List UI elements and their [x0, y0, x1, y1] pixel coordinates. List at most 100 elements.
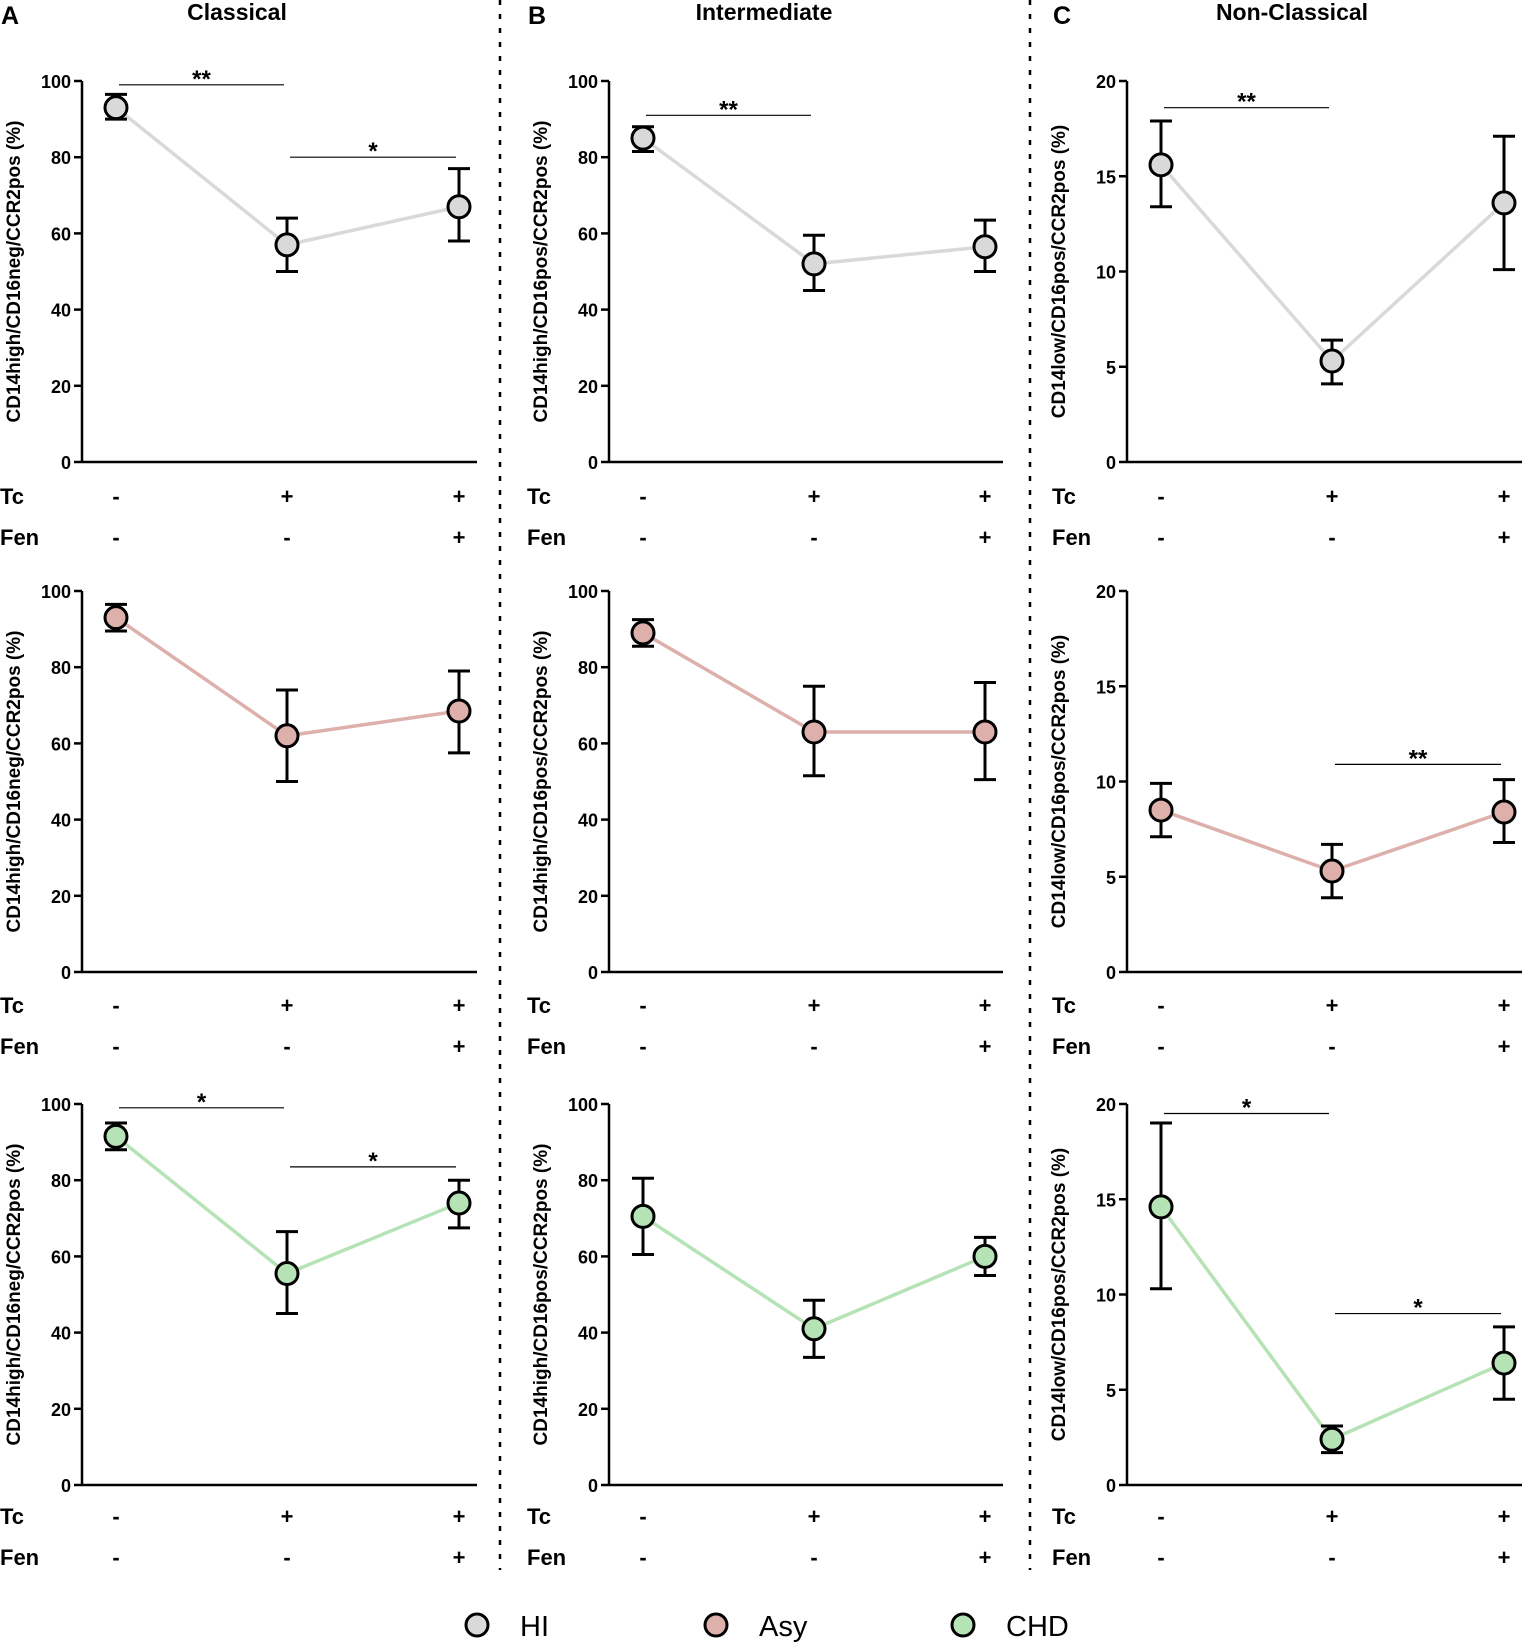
- y-tick-label: 100: [41, 1095, 71, 1115]
- column-title: Classical: [187, 0, 287, 25]
- y-tick-label: 20: [1096, 582, 1116, 602]
- fen-condition-mark: -: [810, 1545, 817, 1570]
- chart-panel-4: 0 20 40 60 80 100 CD14high/CD16neg/CCR2pos (%)…: [0, 582, 477, 1059]
- tc-condition-mark: -: [1157, 1504, 1164, 1529]
- y-axis-title: CD14high/CD16neg/CCR2pos (%): [4, 121, 25, 423]
- fen-row-label: Fen: [527, 525, 566, 550]
- fen-condition-mark: -: [1328, 1034, 1335, 1059]
- chart-panel-8: 0 20 40 60 80 100 CD14high/CD16pos/CCR2pos (%)…: [527, 1095, 1003, 1570]
- significance-label: **: [1409, 745, 1428, 772]
- y-tick-label: 100: [41, 72, 71, 92]
- fen-condition-mark: +: [1498, 1545, 1511, 1570]
- y-tick-label: 60: [51, 1247, 71, 1267]
- data-point: [801, 251, 827, 277]
- y-tick-label: 5: [1106, 868, 1116, 888]
- y-tick-label: 20: [578, 887, 598, 907]
- fen-condition-mark: -: [283, 525, 290, 550]
- series-line: [1159, 163, 1506, 364]
- tc-condition-mark: +: [979, 1504, 992, 1529]
- panels: ClassicalA020406080100CD14high/CD16neg/C…: [0, 0, 1522, 1570]
- fen-row-label: Fen: [1052, 1034, 1091, 1059]
- chart-panel-3: Non-Classical C 0 5 10 15 20 CD14low/CD16pos/CC…: [1049, 0, 1522, 550]
- y-tick-label: 15: [1096, 677, 1116, 697]
- chart-panel-5: 0 20 40 60 80 100 CD14high/CD16pos/CCR2pos (%)…: [527, 582, 1003, 1059]
- y-tick-label: 100: [568, 72, 598, 92]
- significance-label: **: [1237, 89, 1256, 116]
- chart-panel-1: Classical A 0 20 40 60 80 100 CD14high/CD16neg/C…: [0, 0, 477, 550]
- y-tick-label: 0: [1106, 963, 1116, 983]
- legend-marker-asy: [703, 1612, 729, 1638]
- tc-condition-mark: +: [453, 1504, 466, 1529]
- y-tick-label: 80: [578, 148, 598, 168]
- y-tick-label: 80: [51, 148, 71, 168]
- y-tick-label: 0: [61, 453, 71, 473]
- fen-row-label: Fen: [527, 1545, 566, 1570]
- data-point: [1491, 1350, 1517, 1376]
- data-point: [630, 620, 656, 646]
- tc-condition-mark: +: [281, 1504, 294, 1529]
- y-axis-title: CD14high/CD16pos/CCR2pos (%): [531, 631, 552, 933]
- fen-condition-mark: +: [1498, 1034, 1511, 1059]
- tc-row-label: Tc: [1052, 1504, 1076, 1529]
- y-tick-label: 15: [1096, 1190, 1116, 1210]
- tc-condition-mark: +: [1498, 993, 1511, 1018]
- y-axis-title: CD14high/CD16pos/CCR2pos (%): [531, 1144, 552, 1446]
- tc-condition-mark: +: [808, 993, 821, 1018]
- y-tick-label: 40: [578, 811, 598, 831]
- y-tick-label: 5: [1106, 358, 1116, 378]
- y-tick-label: 20: [578, 1400, 598, 1420]
- data-point: [103, 95, 129, 121]
- data-point: [446, 698, 472, 724]
- y-tick-label: 60: [51, 224, 71, 244]
- significance-label: *: [1413, 1295, 1423, 1322]
- fen-condition-mark: -: [810, 1034, 817, 1059]
- y-tick-label: 80: [578, 1171, 598, 1191]
- fen-row-label: Fen: [527, 1034, 566, 1059]
- tc-condition-mark: +: [453, 993, 466, 1018]
- significance-label: *: [368, 1148, 378, 1175]
- chart-panel-9: 0 5 10 15 20 CD14low/CD16pos/CCR2pos (%) Tc Fen…: [1049, 1095, 1522, 1570]
- data-point: [274, 232, 300, 258]
- y-tick-label: 0: [61, 963, 71, 983]
- significance-label: *: [368, 138, 378, 165]
- fen-condition-mark: -: [639, 1545, 646, 1570]
- y-tick-label: 0: [1106, 1476, 1116, 1496]
- data-point: [630, 1203, 656, 1229]
- data-point: [801, 1316, 827, 1342]
- tc-row-label: Tc: [0, 484, 24, 509]
- y-tick-label: 20: [51, 1400, 71, 1420]
- data-point: [1319, 858, 1345, 884]
- y-tick-label: 60: [578, 224, 598, 244]
- y-tick-label: 40: [578, 301, 598, 321]
- legend-label-asy: Asy: [759, 1611, 808, 1642]
- tc-row-label: Tc: [527, 484, 551, 509]
- data-point: [1319, 1426, 1345, 1452]
- y-tick-label: 60: [578, 734, 598, 754]
- y-tick-label: 0: [588, 1476, 598, 1496]
- tc-row-label: Tc: [527, 993, 551, 1018]
- y-tick-label: 15: [1096, 167, 1116, 187]
- y-axis-title: CD14low/CD16pos/CCR2pos (%): [1049, 635, 1070, 929]
- y-tick-label: 10: [1096, 773, 1116, 793]
- tc-condition-mark: +: [808, 1504, 821, 1529]
- y-tick-label: 80: [578, 658, 598, 678]
- fen-condition-mark: -: [112, 1545, 119, 1570]
- fen-condition-mark: -: [1328, 1545, 1335, 1570]
- y-tick-label: 40: [51, 1324, 71, 1344]
- y-tick-label: 20: [1096, 72, 1116, 92]
- y-tick-label: 0: [1106, 453, 1116, 473]
- y-axis-title: CD14high/CD16pos/CCR2pos (%): [531, 121, 552, 423]
- chart-panel-6: 0 5 10 15 20 CD14low/CD16pos/CCR2pos (%) Tc Fen…: [1049, 582, 1522, 1059]
- panel-letter: A: [1, 2, 19, 30]
- data-point: [801, 719, 827, 745]
- y-tick-label: 20: [51, 887, 71, 907]
- tc-condition-mark: +: [979, 993, 992, 1018]
- data-point: [972, 1243, 998, 1269]
- fen-condition-mark: +: [979, 525, 992, 550]
- data-point: [1148, 1194, 1174, 1220]
- y-tick-label: 10: [1096, 1286, 1116, 1306]
- y-tick-label: 0: [588, 453, 598, 473]
- series-line: [1159, 1205, 1505, 1442]
- fen-condition-mark: -: [1157, 525, 1164, 550]
- fen-condition-mark: -: [1157, 1034, 1164, 1059]
